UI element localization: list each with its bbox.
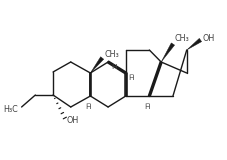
Text: H₃C: H₃C — [3, 104, 17, 113]
Text: CH₃: CH₃ — [174, 33, 189, 43]
Text: H̅: H̅ — [128, 75, 134, 81]
Text: H: H — [111, 64, 116, 70]
Polygon shape — [160, 43, 174, 62]
Polygon shape — [90, 57, 103, 73]
Text: H̅: H̅ — [85, 104, 91, 110]
Text: H̅: H̅ — [144, 104, 150, 110]
Text: OH: OH — [67, 116, 79, 124]
Text: OH: OH — [202, 33, 214, 43]
Polygon shape — [186, 38, 201, 50]
Text: CH₃: CH₃ — [104, 49, 118, 59]
